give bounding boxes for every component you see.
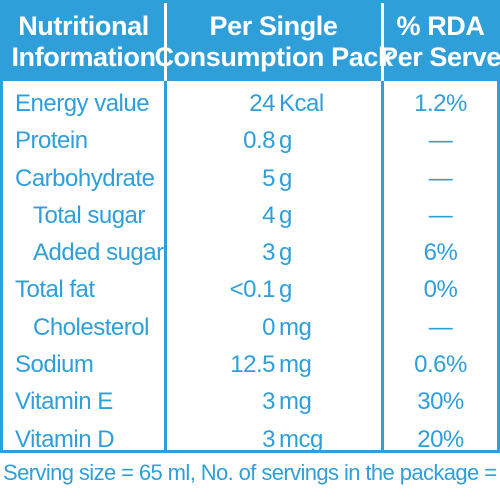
nutrient-name: Cholesterol [33, 313, 149, 341]
nutrient-unit: mg [279, 313, 312, 341]
header-col3-line1: % RDA [396, 11, 485, 41]
nutrient-unit: g [279, 164, 292, 192]
nutrient-name: Total sugar [33, 201, 145, 229]
serving-size-note: Serving size = 65 ml, No. of servings in… [3, 460, 500, 485]
table-row: Added sugar 3 g 6% [3, 234, 497, 271]
nutrient-unit: g [279, 127, 292, 155]
header-per-single-pack: Per Single Consumption Pack [154, 3, 393, 81]
column-divider [381, 81, 384, 453]
nutrient-rda: — [428, 201, 453, 229]
nutrient-rda: — [428, 164, 453, 192]
nutrient-name: Vitamin E [15, 388, 113, 416]
nutrient-rda: — [428, 313, 453, 341]
nutrient-name: Energy value [15, 90, 150, 117]
nutrient-name: Added sugar [33, 239, 164, 267]
nutrient-unit: mg [279, 351, 312, 379]
nutrient-unit: mg [279, 388, 312, 416]
nutrient-name: Sodium [15, 351, 94, 379]
nutrient-amount: 3 [262, 388, 275, 416]
table-row: Protein 0.8 g — [3, 122, 497, 159]
table-row: Cholesterol 0 mg — [3, 309, 497, 346]
nutrient-unit: Kcal [279, 90, 324, 117]
table-row: Energy value 24 Kcal 1.2% [3, 85, 497, 122]
nutrient-amount: <0.1 [229, 276, 276, 304]
header-rda-per-serve: % RDA Per Serve [380, 3, 500, 81]
nutrition-table: Nutritional Information Per Single Consu… [0, 0, 500, 453]
nutrient-name: Vitamin D [15, 425, 115, 453]
header-divider [381, 3, 384, 81]
header-divider [164, 3, 167, 81]
table-row: Sodium 12.5 mg 0.6% [3, 346, 497, 383]
header-col1-line2: Information [11, 42, 156, 72]
nutrient-unit: g [279, 276, 292, 304]
nutrient-rda: — [428, 127, 453, 155]
table-body: Energy value 24 Kcal 1.2% Protein 0.8 g — Carboh… [3, 85, 497, 458]
nutrient-unit: mcg [279, 425, 323, 453]
table-row: Vitamin E 3 mg 30% [3, 383, 497, 420]
nutrient-rda: 20% [417, 425, 464, 453]
nutrient-name: Carbohydrate [15, 164, 155, 192]
table-row: Vitamin D 3 mcg 20% [3, 421, 497, 458]
column-divider [164, 81, 167, 453]
nutrient-amount: 24 [249, 90, 275, 117]
nutrient-rda: 0% [423, 276, 458, 304]
nutrient-amount: 3 [262, 239, 275, 267]
nutrient-rda: 30% [417, 388, 464, 416]
header-col3-line2: Per Serve [380, 42, 500, 72]
nutrient-unit: g [279, 239, 292, 267]
header-nutritional-information: Nutritional Information [3, 3, 164, 81]
nutrient-name: Total fat [15, 276, 95, 304]
nutrient-amount: 4 [262, 201, 275, 229]
nutrient-unit: g [279, 201, 292, 229]
nutrient-amount: 0.8 [243, 127, 275, 155]
nutrient-rda: 6% [423, 239, 458, 267]
nutrient-rda: 1.2% [414, 90, 467, 117]
nutrient-amount: 3 [262, 425, 275, 453]
nutrient-amount: 5 [262, 164, 275, 192]
nutrient-amount: 12.5 [230, 351, 275, 379]
table-header: Nutritional Information Per Single Consu… [3, 3, 500, 81]
table-row: Total sugar 4 g — [3, 197, 497, 234]
nutrient-amount: 0 [262, 313, 275, 341]
table-row: Total fat <0.1 g 0% [3, 271, 497, 308]
nutrient-name: Protein [15, 127, 88, 155]
table-row: Carbohydrate 5 g — [3, 160, 497, 197]
header-col2-line2: Consumption Pack [154, 42, 393, 72]
nutrient-rda: 0.6% [414, 351, 467, 379]
header-col1-line1: Nutritional [18, 11, 149, 41]
header-col2-line1: Per Single [209, 11, 338, 41]
